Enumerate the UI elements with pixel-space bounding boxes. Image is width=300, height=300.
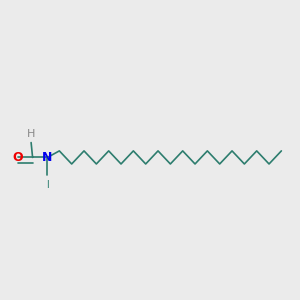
Text: N: N bbox=[42, 151, 52, 164]
Text: O: O bbox=[12, 151, 23, 164]
Text: l: l bbox=[46, 180, 49, 190]
Text: H: H bbox=[27, 129, 35, 139]
